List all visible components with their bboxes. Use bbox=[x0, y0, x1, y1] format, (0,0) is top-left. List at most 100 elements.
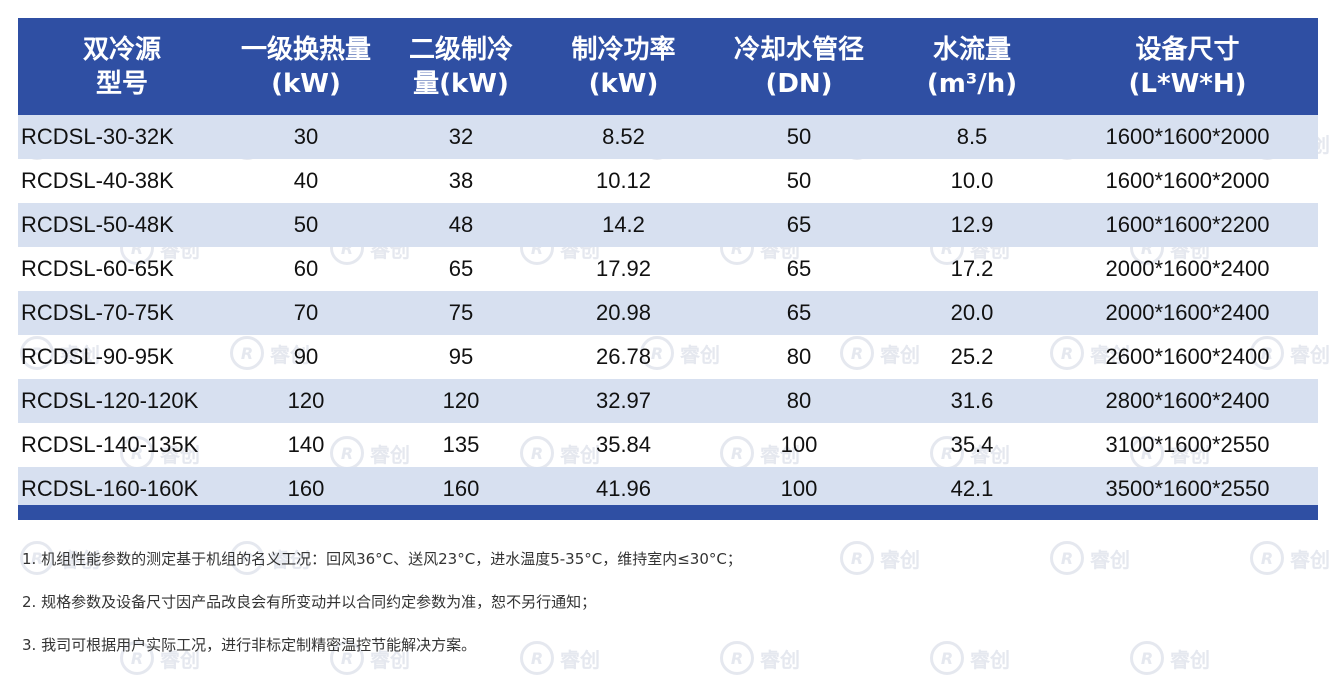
cell-pipe-diameter: 100 bbox=[711, 467, 887, 511]
cell-cooling-power: 8.52 bbox=[536, 115, 711, 159]
cell-water-flow: 35.4 bbox=[950, 432, 994, 457]
cell-dimensions: 2000*1600*2400 bbox=[1057, 291, 1318, 335]
cell-model: RCDSL-120-120K bbox=[18, 379, 226, 423]
note-1: 1. 机组性能参数的测定基于机组的名义工况：回风36°C、送风23°C，进水温度… bbox=[22, 550, 742, 568]
cell-cooling-power: 17.92 bbox=[595, 256, 652, 281]
cell-water-flow: 17.2 bbox=[950, 256, 994, 281]
cell-primary-heat: 90 bbox=[293, 344, 319, 369]
table-row: RCDSL-40-38K 40 38 10.12 50 10.0 1600*1600*200… bbox=[18, 159, 1318, 203]
cell-dimensions: 1600*1600*2000 bbox=[1105, 168, 1270, 193]
cell-model: RCDSL-140-135K bbox=[21, 432, 199, 457]
cell-pipe-diameter: 65 bbox=[786, 256, 812, 281]
cell-model: RCDSL-40-38K bbox=[21, 168, 174, 193]
cell-pipe-diameter: 80 bbox=[711, 379, 887, 423]
cell-secondary-cooling: 32 bbox=[386, 115, 536, 159]
cell-water-flow: 31.6 bbox=[887, 379, 1057, 423]
cell-secondary-cooling: 135 bbox=[442, 432, 480, 457]
table-row: RCDSL-140-135K 140 135 35.84 100 35.4 3100*160… bbox=[18, 423, 1318, 467]
notes: 1. 机组性能参数的测定基于机组的名义工况：回风36°C、送风23°C，进水温度… bbox=[22, 549, 742, 678]
cell-primary-heat: 60 bbox=[293, 256, 319, 281]
cell-secondary-cooling: 120 bbox=[386, 379, 536, 423]
header-secondary-cooling: 二级制冷 量(kW) bbox=[386, 18, 536, 115]
table-footer-bar bbox=[18, 505, 1318, 520]
cell-cooling-power: 10.12 bbox=[595, 168, 652, 193]
header-water-flow: 水流量 (m³/h) bbox=[887, 18, 1057, 115]
cell-model: RCDSL-90-95K bbox=[21, 344, 174, 369]
watermark-mark: R bbox=[1050, 541, 1084, 575]
watermark-mark: R bbox=[930, 641, 964, 675]
watermark-mark: R bbox=[1130, 641, 1164, 675]
cell-water-flow: 20.0 bbox=[887, 291, 1057, 335]
table-row: RCDSL-120-120K 120 120 32.97 80 31.6 2800*1600… bbox=[18, 379, 1318, 423]
note-2: 2. 规格参数及设备尺寸因产品改良会有所变动并以合同约定参数为准，恕不另行通知； bbox=[22, 593, 597, 611]
watermark-mark: R bbox=[840, 541, 874, 575]
cell-primary-heat: 120 bbox=[226, 379, 386, 423]
watermark-text: 睿创 bbox=[1170, 647, 1210, 672]
cell-pipe-diameter: 50 bbox=[786, 168, 812, 193]
cell-primary-heat: 140 bbox=[287, 432, 325, 457]
cell-cooling-power: 14.2 bbox=[536, 203, 711, 247]
cell-primary-heat: 50 bbox=[226, 203, 386, 247]
header-primary-heat: 一级换热量 (kW) bbox=[226, 18, 386, 115]
cell-secondary-cooling: 48 bbox=[386, 203, 536, 247]
cell-pipe-diameter: 65 bbox=[711, 291, 887, 335]
table-row: RCDSL-160-160K 160 160 41.96 100 42.1 3500*160… bbox=[18, 467, 1318, 511]
cell-model: RCDSL-30-32K bbox=[18, 115, 226, 159]
header-row: 双冷源 型号 一级换热量 (kW) 二级制冷 量(kW) 制冷功率 (kW) 冷却水管径… bbox=[18, 18, 1318, 115]
cell-secondary-cooling: 65 bbox=[448, 256, 474, 281]
cell-dimensions: 3100*1600*2550 bbox=[1105, 432, 1270, 457]
cell-cooling-power: 26.78 bbox=[595, 344, 652, 369]
header-dimensions: 设备尺寸 (L*W*H) bbox=[1057, 18, 1318, 115]
cell-dimensions: 2600*1600*2400 bbox=[1105, 344, 1270, 369]
header-cooling-power: 制冷功率 (kW) bbox=[536, 18, 711, 115]
spec-table: 双冷源 型号 一级换热量 (kW) 二级制冷 量(kW) 制冷功率 (kW) 冷却水管径… bbox=[18, 18, 1318, 511]
cell-water-flow: 10.0 bbox=[950, 168, 994, 193]
cell-model: RCDSL-160-160K bbox=[18, 467, 226, 511]
cell-model: RCDSL-60-65K bbox=[21, 256, 174, 281]
cell-model: RCDSL-50-48K bbox=[18, 203, 226, 247]
cell-water-flow: 42.1 bbox=[887, 467, 1057, 511]
cell-dimensions: 1600*1600*2200 bbox=[1057, 203, 1318, 247]
note-3: 3. 我司可根据用户实际工况，进行非标定制精密温控节能解决方案。 bbox=[22, 636, 477, 654]
cell-secondary-cooling: 95 bbox=[448, 344, 474, 369]
watermark-text: 睿创 bbox=[880, 547, 920, 572]
watermark-mark: R bbox=[1250, 541, 1284, 575]
watermark-text: 睿创 bbox=[760, 647, 800, 672]
cell-primary-heat: 160 bbox=[226, 467, 386, 511]
cell-primary-heat: 70 bbox=[226, 291, 386, 335]
cell-dimensions: 2800*1600*2400 bbox=[1057, 379, 1318, 423]
cell-pipe-diameter: 100 bbox=[780, 432, 818, 457]
table-row: RCDSL-70-75K 70 75 20.98 65 20.0 2000*1600*240… bbox=[18, 291, 1318, 335]
header-pipe-diameter: 冷却水管径 (DN) bbox=[711, 18, 887, 115]
cell-cooling-power: 20.98 bbox=[536, 291, 711, 335]
cell-primary-heat: 30 bbox=[226, 115, 386, 159]
cell-water-flow: 12.9 bbox=[887, 203, 1057, 247]
cell-secondary-cooling: 75 bbox=[386, 291, 536, 335]
header-model: 双冷源 型号 bbox=[18, 18, 226, 115]
table-row: RCDSL-30-32K 30 32 8.52 50 8.5 1600*1600*2000 bbox=[18, 115, 1318, 159]
cell-dimensions: 3500*1600*2550 bbox=[1057, 467, 1318, 511]
cell-primary-heat: 40 bbox=[293, 168, 319, 193]
watermark-text: 睿创 bbox=[1090, 547, 1130, 572]
cell-secondary-cooling: 160 bbox=[386, 467, 536, 511]
cell-model: RCDSL-70-75K bbox=[18, 291, 226, 335]
cell-pipe-diameter: 65 bbox=[711, 203, 887, 247]
table-row: RCDSL-90-95K 90 95 26.78 80 25.2 2600*1600*240… bbox=[18, 335, 1318, 379]
cell-cooling-power: 35.84 bbox=[595, 432, 652, 457]
cell-cooling-power: 32.97 bbox=[536, 379, 711, 423]
watermark-text: 睿创 bbox=[1290, 547, 1330, 572]
cell-dimensions: 1600*1600*2000 bbox=[1057, 115, 1318, 159]
cell-pipe-diameter: 80 bbox=[786, 344, 812, 369]
cell-water-flow: 25.2 bbox=[950, 344, 994, 369]
watermark-text: 睿创 bbox=[970, 647, 1010, 672]
cell-cooling-power: 41.96 bbox=[536, 467, 711, 511]
cell-pipe-diameter: 50 bbox=[711, 115, 887, 159]
table-row: RCDSL-50-48K 50 48 14.2 65 12.9 1600*1600*2200 bbox=[18, 203, 1318, 247]
table-row: RCDSL-60-65K 60 65 17.92 65 17.2 2000*1600*240… bbox=[18, 247, 1318, 291]
cell-dimensions: 2000*1600*2400 bbox=[1105, 256, 1270, 281]
